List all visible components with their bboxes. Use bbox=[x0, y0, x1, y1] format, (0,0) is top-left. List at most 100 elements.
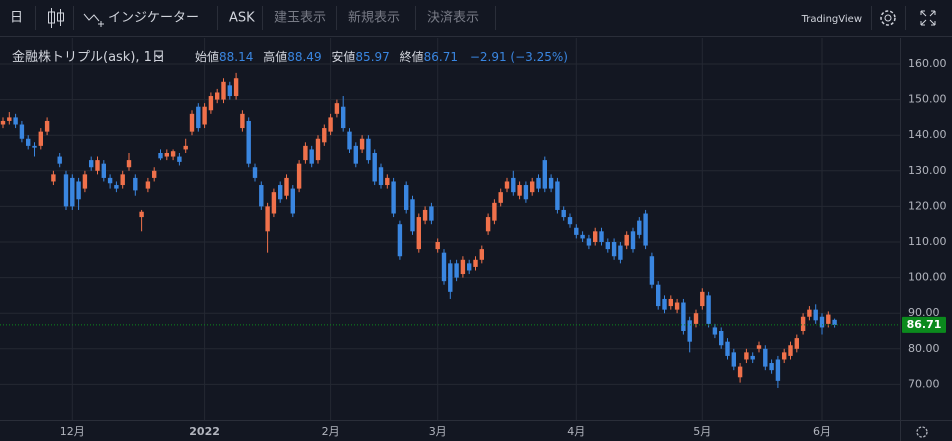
candle-body bbox=[334, 103, 340, 114]
candle-body bbox=[152, 170, 157, 178]
candle-body bbox=[227, 85, 232, 97]
candle-body bbox=[586, 238, 592, 246]
y-tick-label: 140.00 bbox=[908, 128, 947, 141]
candle-body bbox=[57, 156, 62, 164]
candle-body bbox=[763, 348, 768, 367]
symbol-menu-icon[interactable] bbox=[155, 54, 163, 59]
candle-body bbox=[290, 188, 295, 214]
candle-body bbox=[485, 217, 491, 232]
candle-body bbox=[13, 117, 18, 125]
x-tick-label: 4月 bbox=[567, 425, 585, 438]
candle-body bbox=[177, 156, 182, 162]
open-value: 88.14 bbox=[219, 50, 253, 64]
candle-body bbox=[139, 211, 144, 218]
candle-body bbox=[404, 185, 409, 210]
candle-body bbox=[309, 149, 314, 164]
candle-body bbox=[448, 263, 453, 292]
candle-body bbox=[359, 138, 365, 150]
last-price-label: 86.71 bbox=[907, 318, 942, 331]
candle-body bbox=[145, 181, 151, 189]
candle-body bbox=[170, 151, 176, 157]
candle-body bbox=[259, 185, 264, 207]
interval-button[interactable]: 日 bbox=[10, 11, 23, 26]
high-label: 高値 bbox=[263, 49, 287, 64]
candle-body bbox=[70, 177, 75, 207]
candle-body bbox=[296, 163, 302, 189]
chart-type-icon[interactable] bbox=[48, 8, 64, 28]
candle-body bbox=[744, 352, 749, 360]
candle-body bbox=[26, 138, 31, 146]
candle-body bbox=[0, 120, 6, 125]
candle-body bbox=[240, 113, 245, 129]
candle-body bbox=[315, 138, 321, 161]
candle-body bbox=[126, 160, 132, 168]
indicator-icon[interactable] bbox=[83, 13, 104, 27]
candle-body bbox=[284, 177, 289, 196]
y-tick-label: 90.00 bbox=[908, 306, 940, 319]
plot-area: 70.00 80.00 90.00 100.00 110.00 120.00 130.00 1… bbox=[0, 38, 952, 441]
candle-body bbox=[378, 167, 384, 186]
candle-body bbox=[265, 206, 270, 232]
candle-body bbox=[504, 181, 510, 189]
toolbar: 日 インジケーター ASK 建玉表示 新規表示 決済表示 TradingView bbox=[0, 0, 952, 37]
candle-body bbox=[580, 234, 585, 239]
y-tick-label: 70.00 bbox=[908, 377, 940, 390]
low-value: 85.97 bbox=[355, 50, 389, 64]
candle-body bbox=[133, 177, 138, 191]
candle-body bbox=[681, 302, 686, 331]
candle-body bbox=[89, 160, 94, 168]
candle-body bbox=[826, 314, 831, 324]
candle-body bbox=[624, 234, 629, 246]
brand: TradingView bbox=[801, 14, 862, 25]
candle-body bbox=[101, 163, 106, 178]
candle-body bbox=[372, 152, 377, 182]
fullscreen-button[interactable] bbox=[920, 10, 936, 26]
high-value: 88.49 bbox=[287, 50, 321, 64]
close-label: 終値 bbox=[400, 49, 424, 64]
y-tick-label: 100.00 bbox=[908, 271, 947, 284]
positions-button[interactable]: 建玉表示 bbox=[274, 11, 326, 26]
candle-body bbox=[158, 152, 163, 159]
settlements-button[interactable]: 決済表示 bbox=[427, 10, 479, 26]
candle-body bbox=[215, 92, 220, 100]
candle-body bbox=[517, 185, 522, 196]
candle-body bbox=[233, 78, 239, 97]
candle-body bbox=[574, 227, 579, 235]
legend: 金融株トリプル(ask), 1日 bbox=[12, 49, 165, 65]
candle-body bbox=[429, 206, 434, 221]
candle-body bbox=[202, 106, 207, 125]
candle-body bbox=[120, 174, 125, 186]
candle-body bbox=[366, 138, 371, 161]
candle-body bbox=[656, 284, 661, 307]
y-tick-label: 160.00 bbox=[908, 57, 947, 70]
candle-body bbox=[492, 202, 497, 221]
indicators-button[interactable]: インジケーター bbox=[108, 11, 199, 26]
candle-body bbox=[252, 167, 258, 178]
y-tick-label: 150.00 bbox=[908, 93, 947, 106]
candle-body bbox=[530, 181, 535, 193]
ask-button[interactable]: ASK bbox=[229, 11, 255, 26]
toolbar-bg bbox=[0, 0, 952, 36]
y-tick-label: 80.00 bbox=[908, 342, 940, 355]
candle-body bbox=[271, 192, 277, 214]
new-orders-button[interactable]: 新規表示 bbox=[348, 10, 400, 26]
candle-body bbox=[460, 259, 466, 275]
candle-body bbox=[76, 181, 81, 200]
candle-body bbox=[649, 256, 655, 285]
candle-body bbox=[794, 338, 799, 349]
low-label: 安値 bbox=[331, 49, 355, 64]
candle-body bbox=[750, 355, 755, 360]
candle-body bbox=[7, 117, 12, 121]
x-tick-label: 12月 bbox=[60, 425, 85, 438]
x-tick-label: 6月 bbox=[813, 425, 831, 438]
candle-body bbox=[511, 177, 516, 193]
settings-button[interactable] bbox=[880, 10, 896, 26]
candle-body bbox=[164, 152, 169, 157]
candle-body bbox=[523, 185, 529, 200]
time-settings-button[interactable] bbox=[916, 426, 928, 438]
candle-body bbox=[599, 231, 604, 242]
candle-body bbox=[618, 245, 623, 260]
x-tick-label: 2022 bbox=[189, 425, 220, 438]
candle-body bbox=[347, 131, 352, 150]
candle-body bbox=[706, 295, 711, 324]
